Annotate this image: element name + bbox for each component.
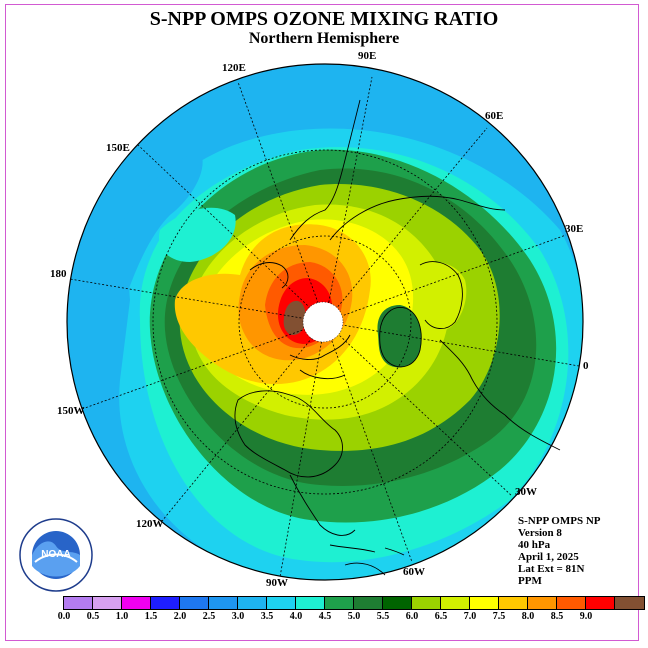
colorbar-tick-label: 3.0 xyxy=(231,611,245,622)
colorbar-tick-label: 2.0 xyxy=(173,611,187,622)
coastline-north-america xyxy=(234,390,343,478)
colorbar-swatch xyxy=(383,597,412,609)
meridian-0 xyxy=(324,321,580,367)
ridge-greenland xyxy=(377,305,422,368)
info-units: PPM xyxy=(518,575,542,587)
colorbar-swatch xyxy=(412,597,441,609)
colorbar-swatch xyxy=(441,597,470,609)
colorbar-swatch xyxy=(267,597,296,609)
figure-frame xyxy=(5,4,639,641)
colorbar-tick-label: 0.5 xyxy=(86,611,100,622)
noaa-logo: NOAA xyxy=(19,518,93,592)
colorbar-tick-label: 1.0 xyxy=(115,611,129,622)
band-9-0 xyxy=(283,300,306,335)
colorbar-tick-label: 4.0 xyxy=(289,611,303,622)
meridian-30e xyxy=(324,234,567,323)
lon-label-30e: 30E xyxy=(565,223,584,235)
coastlines xyxy=(234,99,561,576)
info-version: Version 8 xyxy=(518,527,562,539)
info-lat-ext: Lat Ext = 81N xyxy=(518,563,585,575)
colorbar-swatch xyxy=(64,597,93,609)
coastline-arctic-islands xyxy=(289,334,351,380)
colorbar-swatch xyxy=(296,597,325,609)
colorbar-tick-label: 0.0 xyxy=(57,611,71,622)
colorbar-swatch xyxy=(470,597,499,609)
colorbar-tick-label: 4.5 xyxy=(318,611,332,622)
colorbar-swatch xyxy=(615,597,644,609)
colorbar-tick-label: 8.5 xyxy=(550,611,564,622)
coastline-caribbean xyxy=(329,544,405,556)
lat-circle-30n xyxy=(152,149,498,495)
lon-label-150w: 150W xyxy=(57,405,85,417)
meridian-120e xyxy=(237,81,326,323)
lon-label-150e: 150E xyxy=(106,142,130,154)
coastline-greenland xyxy=(379,307,422,368)
colorbar-swatch xyxy=(122,597,151,609)
lon-label-0: 0 xyxy=(583,360,589,372)
colorbar-swatch xyxy=(528,597,557,609)
meridian-180 xyxy=(69,278,326,323)
coastline-asia xyxy=(289,99,506,241)
colorbar-swatch xyxy=(354,597,383,609)
colorbar-tick-label: 6.0 xyxy=(405,611,419,622)
coastline-south-america xyxy=(344,562,386,576)
colorbar-tick-label: 3.5 xyxy=(260,611,274,622)
colorbar-swatch xyxy=(325,597,354,609)
pacific-turquoise-patch xyxy=(159,207,236,262)
colorbar-tick-label: 9.0 xyxy=(579,611,593,622)
coastline-alaska xyxy=(249,262,289,289)
lon-label-90w: 90W xyxy=(266,577,288,589)
pacific-blue-tongue xyxy=(110,150,203,300)
meridian-30w xyxy=(324,321,513,497)
meridian-150e xyxy=(137,144,326,323)
colorbar-tick-label: 5.5 xyxy=(376,611,390,622)
graticule xyxy=(69,76,580,578)
colorbar-tick-label: 6.5 xyxy=(434,611,448,622)
lon-label-60e: 60E xyxy=(485,110,504,122)
info-date: April 1, 2025 xyxy=(518,551,579,563)
colorbar-tick-label: 7.0 xyxy=(463,611,477,622)
lon-label-90e: 90E xyxy=(358,50,377,62)
meridian-150w xyxy=(81,321,326,410)
lat-circle-60n xyxy=(238,235,412,409)
lon-label-60w: 60W xyxy=(403,566,425,578)
lon-label-120e: 120E xyxy=(222,62,246,74)
map-boundary xyxy=(66,63,584,581)
meridian-90e xyxy=(324,76,373,323)
colorbar-swatch xyxy=(209,597,238,609)
map-subtitle: Northern Hemisphere xyxy=(248,30,400,47)
colorbar-swatch xyxy=(557,597,586,609)
colorbar xyxy=(63,596,645,610)
ridge-europe-light xyxy=(415,262,467,331)
coastline-europe xyxy=(419,261,506,416)
lon-label-30w: 30W xyxy=(515,486,537,498)
coastline-mexico xyxy=(289,474,356,536)
meridian-60w xyxy=(324,321,413,563)
colorbar-swatch xyxy=(499,597,528,609)
colorbar-tick-label: 7.5 xyxy=(492,611,506,622)
pole-no-data-disk xyxy=(302,301,344,343)
product-info: S-NPP OMPS NP Version 8 40 hPa April 1, … xyxy=(518,515,601,587)
colorbar-tick-label: 2.5 xyxy=(202,611,216,622)
info-product: S-NPP OMPS NP xyxy=(518,515,601,527)
noaa-logo-text: NOAA xyxy=(41,549,70,560)
info-level: 40 hPa xyxy=(518,539,551,551)
colorbar-swatch xyxy=(238,597,267,609)
map-title: S-NPP OMPS OZONE MIXING RATIO xyxy=(149,8,499,30)
colorbar-swatch xyxy=(93,597,122,609)
ozone-field xyxy=(67,64,583,580)
colorbar-tick-label: 1.5 xyxy=(144,611,158,622)
colorbar-swatch xyxy=(151,597,180,609)
colorbar-tick-label: 5.0 xyxy=(347,611,361,622)
meridian-90w xyxy=(279,321,326,578)
lon-label-180: 180 xyxy=(50,268,67,280)
coastline-africa xyxy=(504,414,561,451)
meridian-120w xyxy=(161,321,326,522)
lon-label-120w: 120W xyxy=(136,518,164,530)
colorbar-swatch xyxy=(586,597,615,609)
colorbar-tick-label: 8.0 xyxy=(521,611,535,622)
colorbar-swatch xyxy=(180,597,209,609)
